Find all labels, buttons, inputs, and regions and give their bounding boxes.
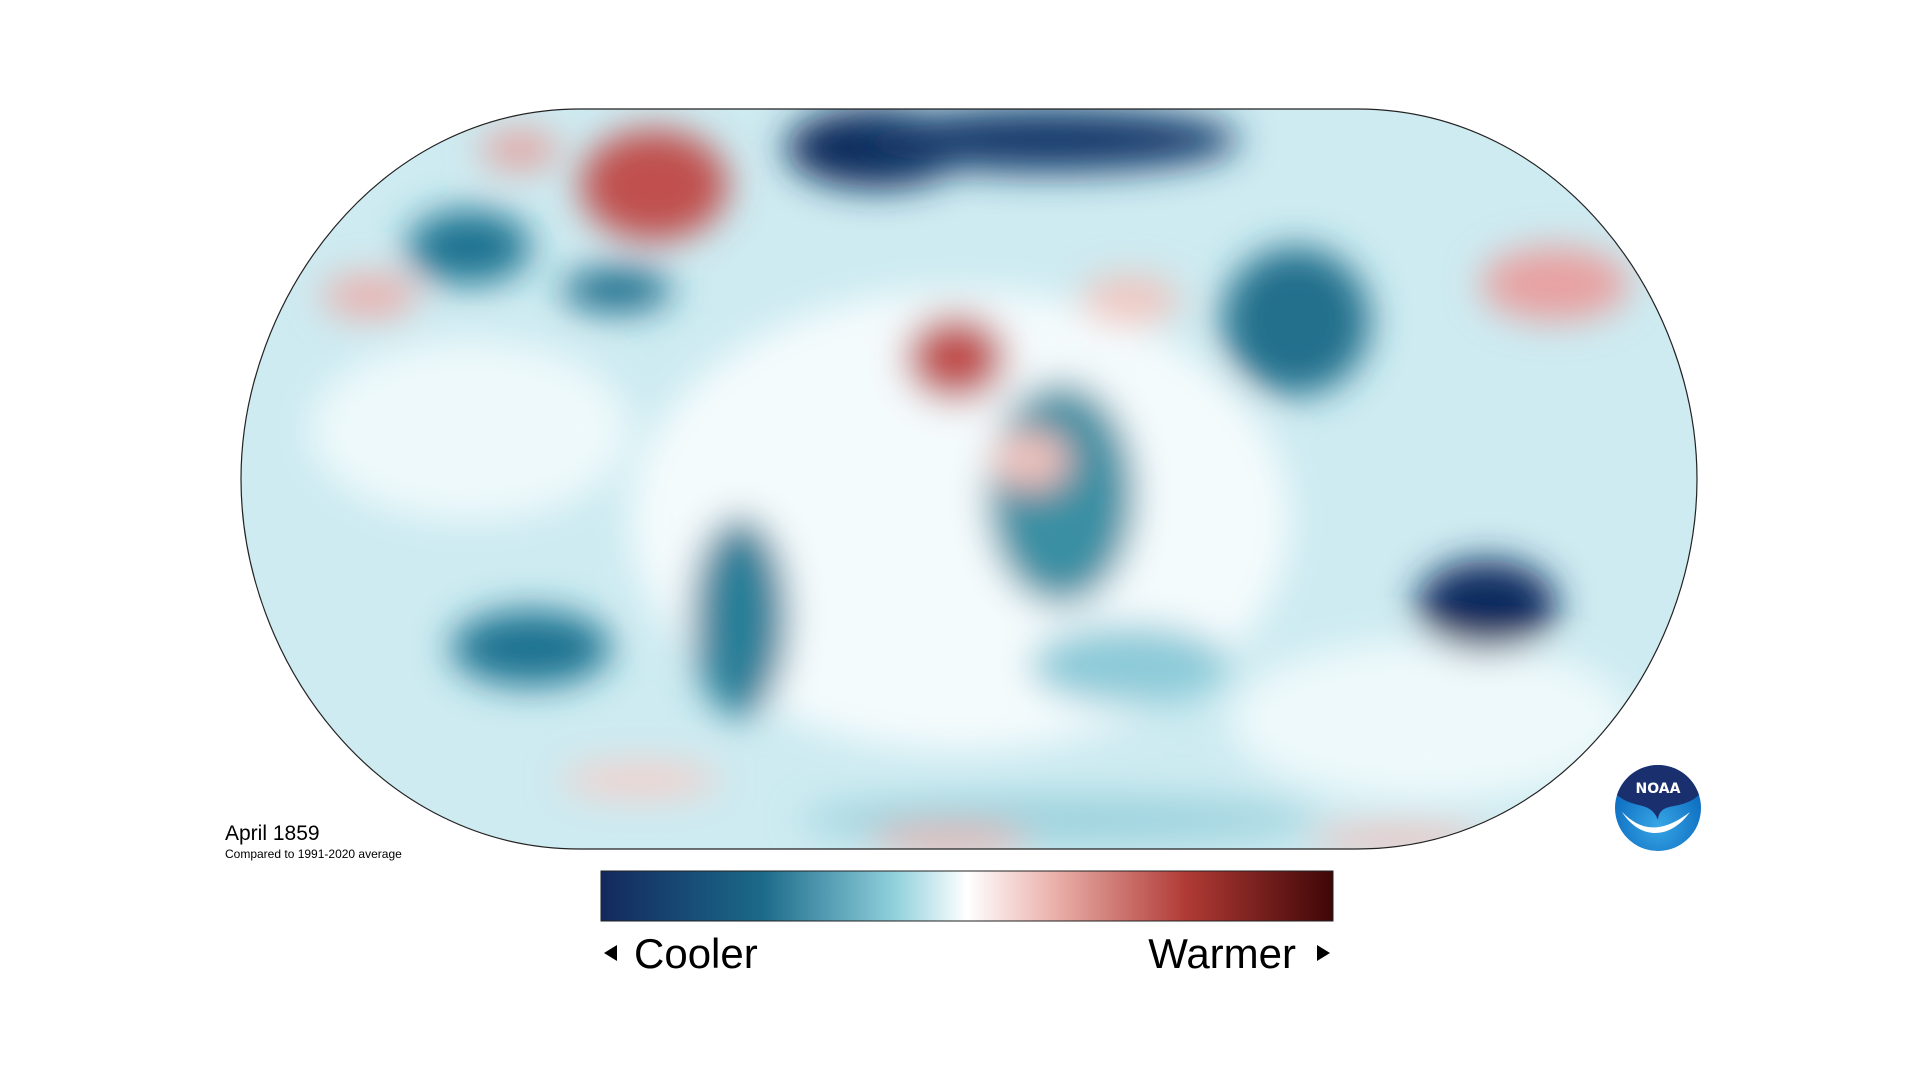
map-outline — [240, 108, 1698, 850]
anomaly-map — [241, 109, 1697, 849]
left-arrow — [604, 945, 617, 961]
color-bar — [600, 870, 1334, 922]
cooler-label: Cooler — [634, 930, 758, 977]
map-subtitle: Compared to 1991-2020 average — [225, 847, 402, 861]
right-arrow — [1317, 945, 1330, 961]
map-title: April 1859 — [225, 822, 320, 845]
noaa-logo: NOAA — [1615, 764, 1701, 851]
logo-text: NOAA — [1636, 781, 1681, 797]
warmer-label: Warmer — [1148, 930, 1296, 977]
